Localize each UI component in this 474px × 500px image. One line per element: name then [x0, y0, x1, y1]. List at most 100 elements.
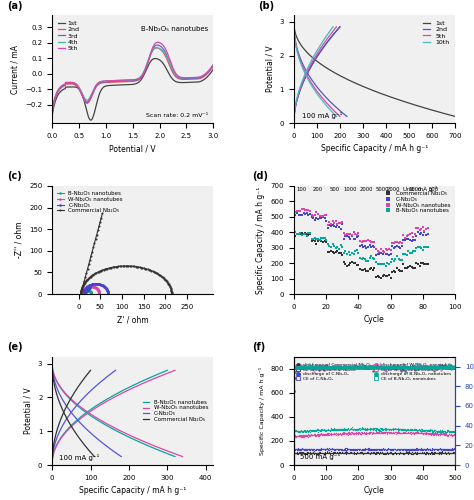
W-Nb₂O₅ nanotubes [302, 207, 308, 213]
Line: C-Nb₂O₅: C-Nb₂O₅ [52, 364, 121, 456]
Commercial Nb₂O₅ [322, 238, 328, 244]
5th [309, 81, 315, 87]
Text: Scan rate: 0.2 mV⁻¹: Scan rate: 0.2 mV⁻¹ [146, 112, 209, 117]
2nd [78, 90, 83, 96]
Legend: B-Nb₂O₅ nanotubes, W-Nb₂O₅ nanotubes, C-Nb₂O₅, Commercial Nb₂O₅: B-Nb₂O₅ nanotubes, W-Nb₂O₅ nanotubes, C-… [55, 188, 125, 216]
C-Nb₂O₅ [58, 393, 64, 399]
C-Nb₂O₅ [99, 440, 105, 446]
Commercial Nb₂O₅ [55, 393, 60, 399]
Line: W-Nb₂O₅ nanotubes: W-Nb₂O₅ nanotubes [294, 208, 428, 252]
B-Nb₂O₅ nanotubes [138, 440, 144, 446]
5th [171, 66, 177, 72]
Commercial Nb₂O₅ [373, 274, 379, 280]
C-Nb₂O₅ [322, 215, 328, 221]
10th [296, 56, 302, 62]
Commercial Nb₂O₅ [80, 440, 86, 446]
Text: (d): (d) [252, 172, 268, 181]
W-Nb₂O₅ nanotubes [49, 360, 55, 366]
5th [157, 40, 163, 46]
Text: 5000: 5000 [376, 187, 389, 192]
Line: 10th: 10th [294, 22, 337, 116]
1st [291, 19, 297, 25]
C-Nb₂O₅ [105, 291, 111, 297]
W-Nb₂O₅ nanotubes [83, 286, 89, 292]
5th [306, 76, 312, 82]
2nd [210, 63, 216, 69]
Commercial Nb₂O₅ [100, 210, 105, 216]
Line: 4th: 4th [52, 48, 213, 111]
C-Nb₂O₅ [100, 440, 105, 446]
W-Nb₂O₅ nanotubes [373, 246, 379, 252]
Y-axis label: Potential / V: Potential / V [265, 46, 274, 92]
Commercial Nb₂O₅ [91, 454, 97, 460]
Text: B-Nb₂O₅ nanotubes: B-Nb₂O₅ nanotubes [141, 26, 209, 32]
10th [322, 101, 328, 107]
2nd [312, 81, 318, 87]
Line: Commercial Nb₂O₅: Commercial Nb₂O₅ [294, 232, 428, 280]
10th [322, 100, 328, 106]
Text: 500: 500 [329, 187, 339, 192]
Commercial Nb₂O₅ [314, 240, 319, 246]
W-Nb₂O₅ nanotubes [322, 212, 328, 218]
Text: 100: 100 [297, 187, 307, 192]
Text: (b): (b) [258, 0, 274, 10]
5th [144, 62, 150, 68]
Y-axis label: -Z'' / ohm: -Z'' / ohm [14, 222, 23, 258]
Text: (e): (e) [7, 342, 23, 352]
1st [157, 58, 163, 64]
1st [210, 66, 216, 72]
Line: B-Nb₂O₅ nanotubes: B-Nb₂O₅ nanotubes [52, 364, 175, 456]
Commercial Nb₂O₅ [49, 360, 55, 366]
C-Nb₂O₅ [118, 454, 124, 460]
10th [334, 114, 339, 119]
2nd [157, 46, 163, 52]
Commercial Nb₂O₅ [84, 276, 90, 282]
2nd [344, 114, 350, 119]
Text: (c): (c) [7, 172, 22, 181]
Text: 1000: 1000 [344, 187, 357, 192]
C-Nb₂O₅ [93, 280, 99, 286]
W-Nb₂O₅ nanotubes [96, 288, 102, 294]
1st [310, 56, 316, 62]
C-Nb₂O₅ [104, 288, 110, 294]
Line: 2nd: 2nd [52, 48, 213, 112]
3rd [91, 88, 96, 94]
B-Nb₂O₅ nanotubes [138, 440, 144, 446]
W-Nb₂O₅ nanotubes [80, 290, 86, 296]
Line: W-Nb₂O₅ nanotubes: W-Nb₂O₅ nanotubes [52, 364, 182, 456]
C-Nb₂O₅ [82, 290, 88, 296]
Commercial Nb₂O₅ [399, 268, 405, 274]
4th [154, 44, 159, 51]
W-Nb₂O₅ nanotubes [314, 210, 319, 216]
5th [78, 88, 83, 94]
Line: 1st: 1st [52, 58, 213, 120]
B-Nb₂O₅ nanotubes [312, 235, 318, 241]
W-Nb₂O₅ nanotubes [88, 284, 93, 290]
Commercial Nb₂O₅ [301, 230, 306, 236]
Legend: discharge of Commercial Nb₂O₅, CE of Commercial Nb₂O₅, discharge of C-Nb₂O₅, CE : discharge of Commercial Nb₂O₅, CE of Com… [294, 361, 455, 382]
C-Nb₂O₅ [82, 289, 88, 295]
Y-axis label: Specific Capacity / mA h g⁻¹: Specific Capacity / mA h g⁻¹ [259, 367, 265, 455]
C-Nb₂O₅ [386, 252, 392, 258]
1st [122, 82, 128, 88]
W-Nb₂O₅ nanotubes [425, 225, 430, 231]
2nd [324, 96, 330, 102]
B-Nb₂O₅ nanotubes [89, 414, 95, 420]
W-Nb₂O₅ nanotubes [97, 291, 102, 297]
B-Nb₂O₅ nanotubes [64, 393, 70, 399]
X-axis label: Cycle: Cycle [364, 316, 385, 324]
C-Nb₂O₅ [85, 286, 91, 292]
W-Nb₂O₅ nanotubes [101, 419, 107, 425]
B-Nb₂O₅ nanotubes [397, 256, 403, 262]
W-Nb₂O₅ nanotubes [92, 414, 98, 420]
3rd [157, 43, 163, 49]
W-Nb₂O₅ nanotubes [381, 248, 387, 254]
Commercial Nb₂O₅ [425, 260, 430, 266]
Commercial Nb₂O₅ [95, 228, 100, 234]
1st [452, 114, 458, 119]
X-axis label: Specific Capacity / mA h g⁻¹: Specific Capacity / mA h g⁻¹ [79, 486, 186, 496]
Legend: B-Nb₂O₅ nanotubes, W-Nb₂O₅ nanotubes, C-Nb₂O₅, Commercial Nb₂O₅: B-Nb₂O₅ nanotubes, W-Nb₂O₅ nanotubes, C-… [140, 398, 210, 424]
1st [344, 76, 349, 82]
2nd [291, 19, 297, 25]
B-Nb₂O₅ nanotubes [320, 236, 326, 242]
